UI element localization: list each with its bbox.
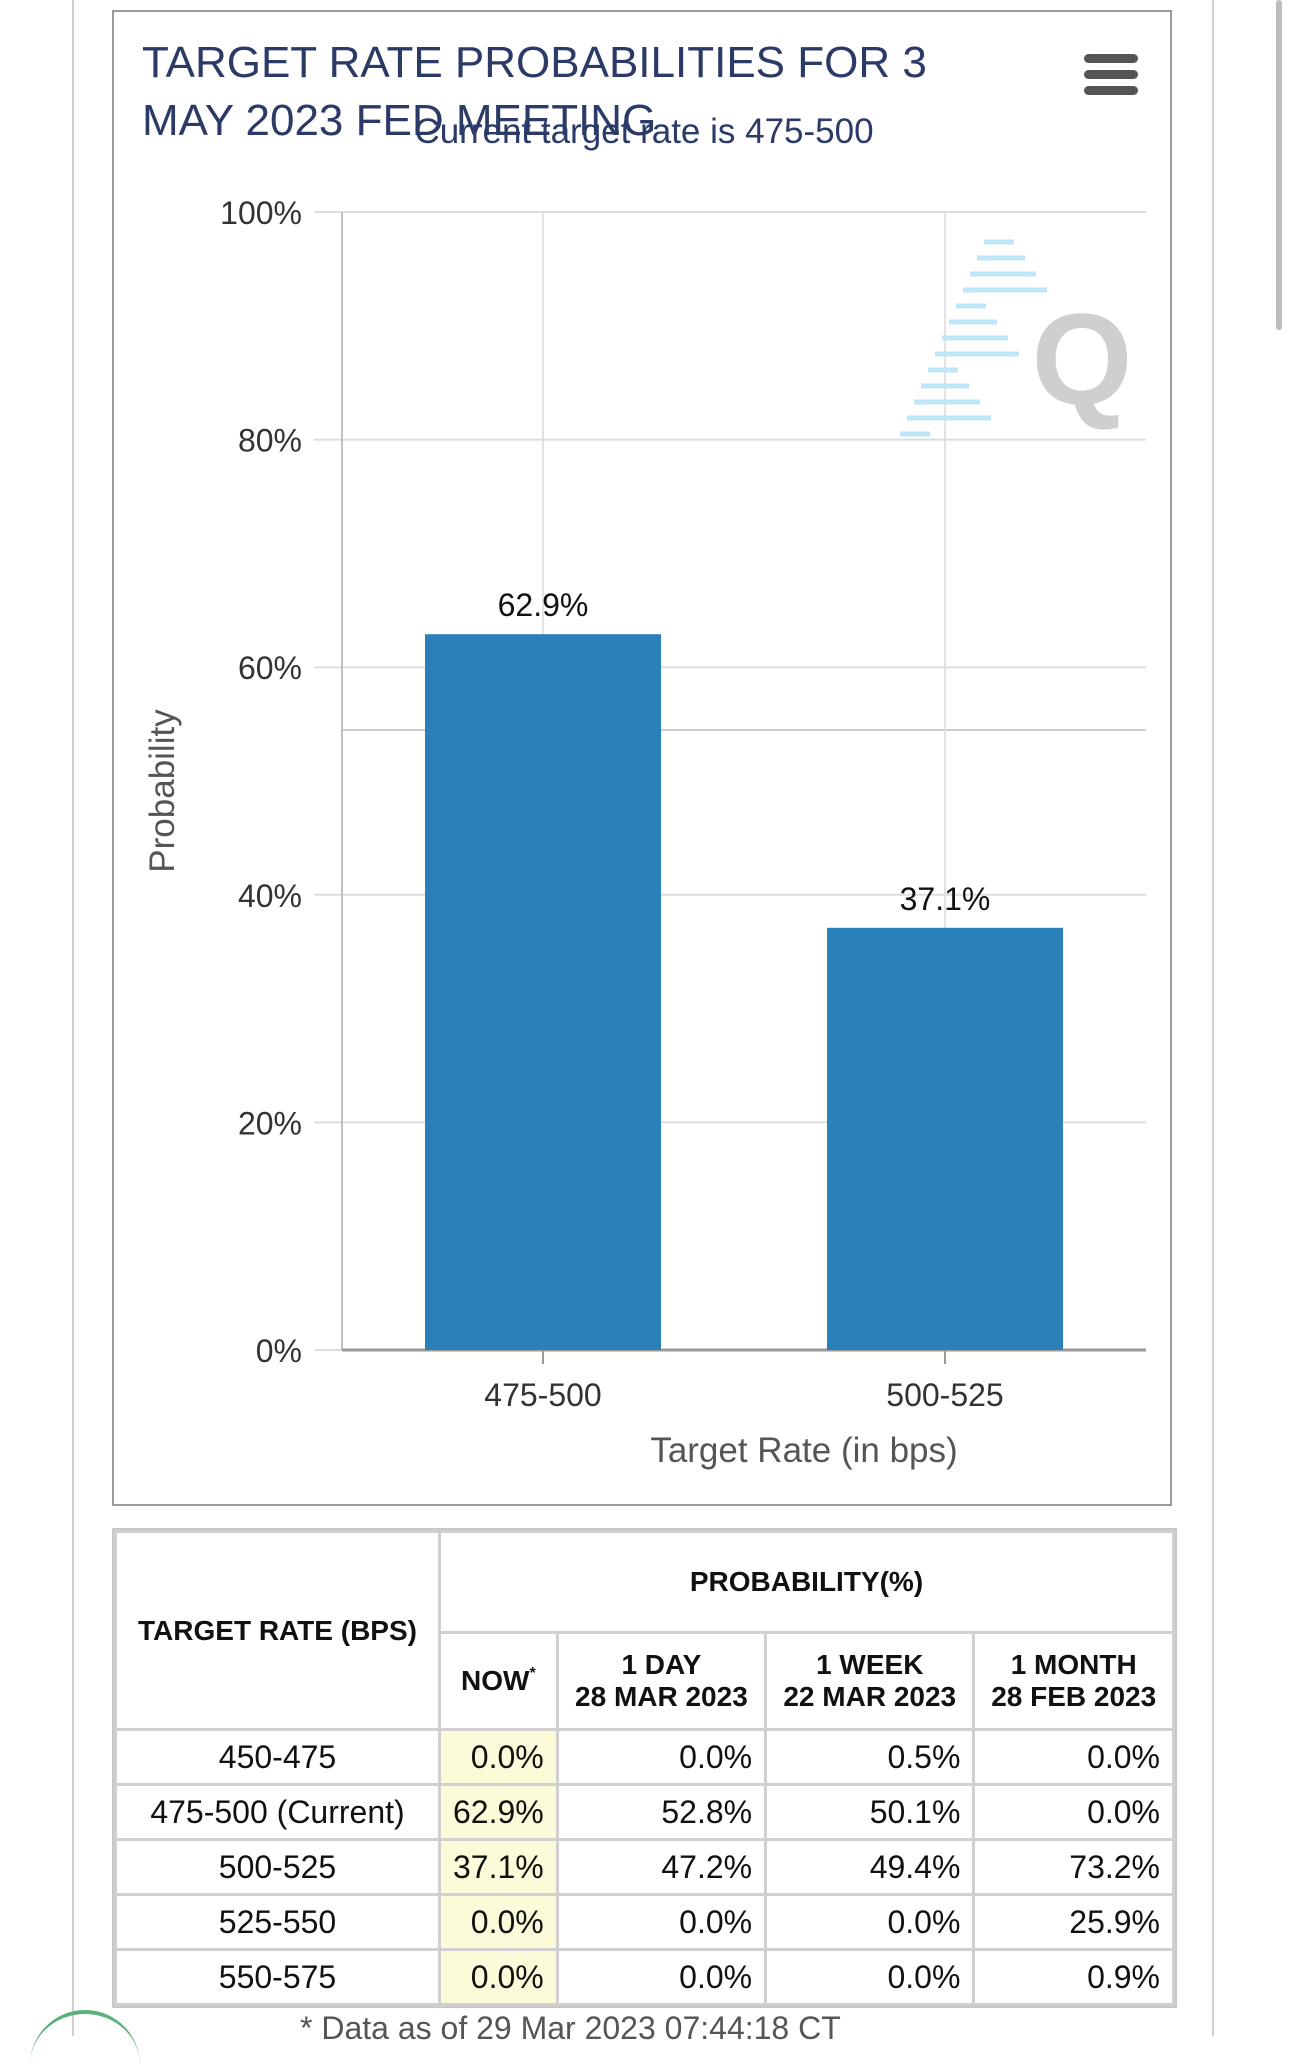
y-tick-label: 40% [238,878,302,914]
header-probability: PROBABILITY(%) [438,1530,1175,1634]
chart-subtitle: Current target rate is 475-500 [414,112,874,151]
cell-month: 0.0% [972,1728,1175,1786]
y-tick-label: 60% [238,650,302,686]
cell-month: 0.9% [972,1948,1175,2006]
header-1-month: 1 MONTH 28 FEB 2023 [972,1631,1175,1731]
header-now: NOW* [438,1631,559,1731]
chart-plot: 0% 20% 40% 60% 80% 100% Q 62.9% 475-500 37.1% 500-… [143,195,1146,1470]
header-1-week-label: 1 WEEK [816,1649,924,1680]
hamburger-menu-icon[interactable] [1084,54,1138,96]
bar-data-label: 37.1% [900,881,991,917]
cell-now: 62.9% [438,1783,559,1841]
table-row: 500-525 37.1% 47.2% 49.4% 73.2% [114,1838,1175,1896]
scrollbar[interactable] [1276,0,1282,330]
cell-week: 50.1% [764,1783,976,1841]
cell-day: 52.8% [555,1783,768,1841]
header-1-week-date: 22 MAR 2023 [783,1681,957,1712]
page-frame [72,0,1214,2036]
x-axis-title: Target Rate (in bps) [650,1431,957,1470]
header-now-label: NOW [461,1665,530,1696]
bar-475-500 [425,634,661,1350]
probability-table-wrapper: TARGET RATE (BPS) PROBABILITY(%) NOW* 1 … [112,1528,1177,2008]
cell-rate: 475-500 (Current) [114,1783,441,1841]
data-timestamp-footnote: * Data as of 29 Mar 2023 07:44:18 CT [300,2010,841,2046]
cell-month: 25.9% [972,1893,1175,1951]
y-tick-label: 80% [238,423,302,459]
cell-now: 0.0% [438,1728,559,1786]
cell-week: 0.0% [764,1893,976,1951]
cell-now: 0.0% [438,1948,559,2006]
y-tick-label: 0% [256,1333,302,1369]
table-row: 475-500 (Current) 62.9% 52.8% 50.1% 0.0% [114,1783,1175,1841]
cell-day: 0.0% [555,1893,768,1951]
probability-table: TARGET RATE (BPS) PROBABILITY(%) NOW* 1 … [114,1530,1175,2006]
cell-rate: 550-575 [114,1948,441,2006]
floating-button-edge[interactable] [30,2010,140,2070]
bar-data-label: 62.9% [498,587,589,623]
cell-rate: 450-475 [114,1728,441,1786]
header-target-rate: TARGET RATE (BPS) [114,1530,441,1731]
header-1-week: 1 WEEK 22 MAR 2023 [764,1631,976,1731]
y-axis-title: Probability [143,709,182,873]
cell-day: 47.2% [555,1838,768,1896]
table-row: 525-550 0.0% 0.0% 0.0% 25.9% [114,1893,1175,1951]
watermark-letter: Q [1031,286,1132,432]
header-1-day: 1 DAY 28 MAR 2023 [555,1631,768,1731]
cell-week: 49.4% [764,1838,976,1896]
x-tick-label: 475-500 [484,1377,601,1413]
cell-day: 0.0% [555,1948,768,2006]
header-1-day-date: 28 MAR 2023 [575,1681,748,1712]
chart-title: TARGET RATE PROBABILITIES FOR 3 MAY 2023… [142,38,927,145]
header-1-day-label: 1 DAY [621,1649,702,1680]
cell-day: 0.0% [555,1728,768,1786]
x-tick-label: 500-525 [886,1377,1003,1413]
cell-now: 0.0% [438,1893,559,1951]
cell-week: 0.0% [764,1948,976,2006]
y-tick-label: 20% [238,1105,302,1141]
table-row: 450-475 0.0% 0.0% 0.5% 0.0% [114,1728,1175,1786]
table-row: 550-575 0.0% 0.0% 0.0% 0.9% [114,1948,1175,2006]
cell-rate: 500-525 [114,1838,441,1896]
cell-now: 37.1% [438,1838,559,1896]
y-tick-label: 100% [220,195,302,231]
header-1-month-label: 1 MONTH [1010,1649,1137,1680]
cell-rate: 525-550 [114,1893,441,1951]
header-now-mark: * [529,1665,536,1682]
cell-month: 73.2% [972,1838,1175,1896]
bar-500-525 [827,927,1063,1350]
cell-week: 0.5% [764,1728,976,1786]
header-1-month-date: 28 FEB 2023 [991,1681,1157,1712]
cell-month: 0.0% [972,1783,1175,1841]
watermark-logo [900,239,1047,437]
chart-panel: TARGET RATE PROBABILITIES FOR 3 MAY 2023… [112,10,1172,1506]
